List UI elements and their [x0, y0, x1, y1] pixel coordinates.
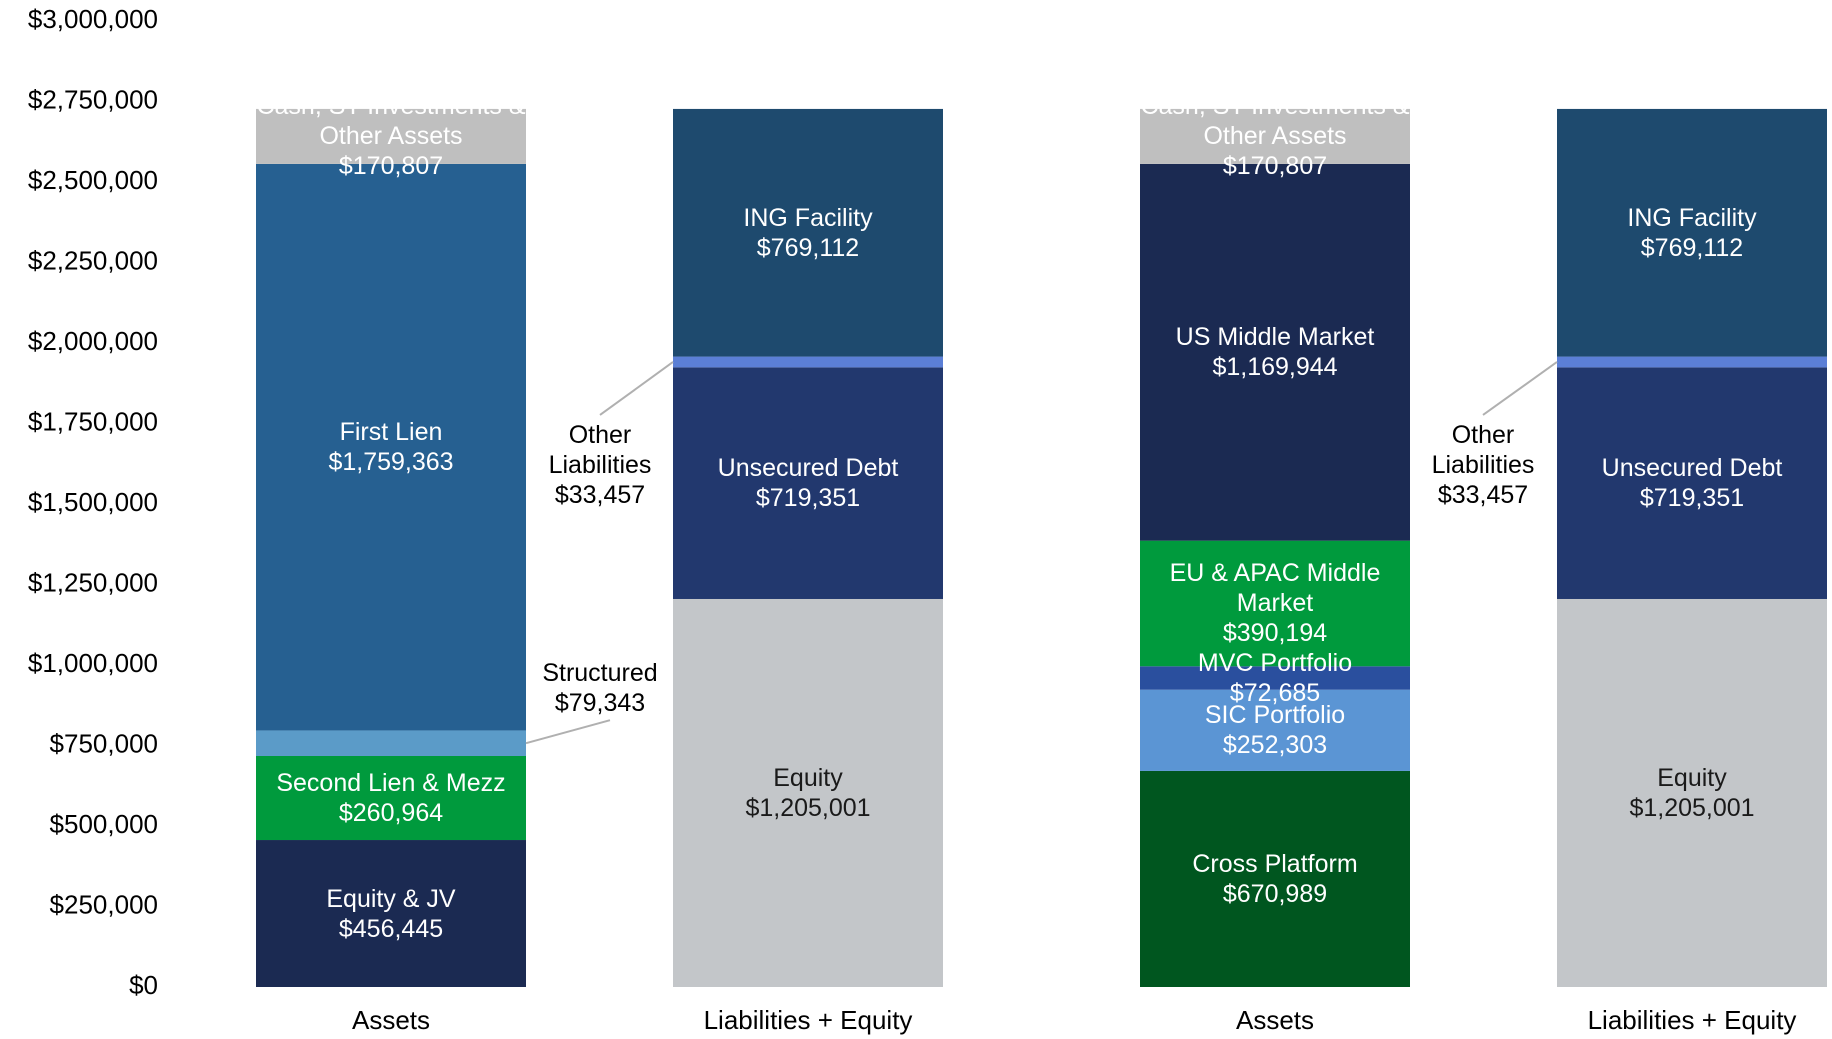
bar-segment — [1140, 540, 1410, 667]
segment-label: Equity $1,205,001 — [1557, 763, 1827, 823]
segment-value: $769,112 — [756, 233, 860, 262]
segment-name: US Middle Market — [1175, 323, 1375, 352]
segment-name: Unsecured Debt — [1601, 454, 1783, 483]
segment-name: MVC Portfolio — [1197, 648, 1353, 677]
segment-value: $769,112 — [1640, 233, 1744, 262]
segment-label: Unsecured Debt $719,351 — [1557, 453, 1827, 513]
bar-segment — [256, 108, 526, 164]
y-tick-label: $2,250,000 — [28, 245, 158, 275]
segment-label: EU & APAC Middle Market $390,194 — [1140, 558, 1410, 648]
y-tick-label: $2,750,000 — [28, 84, 158, 114]
segment-value: $33,457 — [1437, 480, 1529, 509]
callout-label: Other Liabilities $33,457 — [530, 420, 670, 510]
bar-segment — [673, 598, 943, 987]
segment-name: First Lien — [339, 418, 443, 447]
y-tick-label: $1,000,000 — [28, 648, 158, 678]
x-tick-label: Assets — [352, 1005, 430, 1035]
y-tick-label: $500,000 — [50, 809, 158, 839]
callout-label: Structured $79,343 — [530, 658, 670, 718]
bar-segment — [1140, 108, 1410, 164]
x-tick-label: Liabilities + Equity — [704, 1005, 913, 1035]
segment-name: ING Facility — [1627, 203, 1757, 232]
y-tick-label: $3,000,000 — [28, 4, 158, 34]
y-tick-label: $1,750,000 — [28, 406, 158, 436]
segment-value: $390,194 — [1222, 619, 1328, 648]
y-tick-label: $2,500,000 — [28, 165, 158, 195]
segment-label: Second Lien & Mezz $260,964 — [256, 768, 526, 828]
segment-name: Cash, ST Investments & Other Assets — [1140, 92, 1410, 151]
segment-label: Unsecured Debt $719,351 — [673, 453, 943, 513]
x-tick-label: Liabilities + Equity — [1588, 1005, 1797, 1035]
segment-label: ING Facility $769,112 — [673, 203, 943, 263]
segment-value: $1,205,001 — [745, 793, 871, 822]
y-tick-label: $1,250,000 — [28, 567, 158, 597]
segment-name: ING Facility — [743, 203, 873, 232]
segment-name: Equity — [1657, 763, 1727, 792]
y-tick-label: $1,500,000 — [28, 487, 158, 517]
segment-name: Structured — [542, 659, 658, 688]
bar-segment — [256, 840, 526, 987]
segment-label: SIC Portfolio $252,303 — [1140, 700, 1410, 760]
segment-name: EU & APAC Middle Market — [1169, 559, 1381, 618]
segment-value: $33,457 — [554, 480, 646, 509]
segment-label: US Middle Market $1,169,944 — [1140, 322, 1410, 382]
segment-value: $670,989 — [1222, 879, 1328, 908]
segment-label: Cash, ST Investments & Other Assets $170,… — [256, 91, 526, 181]
leader-line — [525, 719, 611, 745]
y-tick-label: $750,000 — [50, 728, 158, 758]
y-tick-label: $0 — [129, 970, 158, 1000]
segment-value: $719,351 — [755, 484, 861, 513]
bar-segment — [673, 367, 943, 599]
bar-segment — [673, 108, 943, 357]
segment-label: ING Facility $769,112 — [1557, 203, 1827, 263]
callout-label: Other Liabilities $33,457 — [1413, 420, 1553, 510]
segment-label: Cash, ST Investments & Other Assets $170,… — [1140, 91, 1410, 181]
segment-label: MVC Portfolio $72,685 — [1140, 648, 1410, 708]
bar-segment — [1557, 108, 1827, 357]
segment-name: Equity — [773, 763, 843, 792]
y-tick-label: $2,000,000 — [28, 326, 158, 356]
bar-segment — [1140, 689, 1410, 771]
segment-name: Other Liabilities — [1431, 420, 1535, 479]
segment-value: $1,759,363 — [328, 448, 454, 477]
segment-name: Other Liabilities — [548, 420, 652, 479]
bar-segment — [1140, 770, 1410, 987]
segment-name: Cross Platform — [1192, 849, 1358, 878]
segment-label: Equity $1,205,001 — [673, 763, 943, 823]
bar-segment — [1140, 666, 1410, 690]
segment-label: Cross Platform $670,989 — [1140, 849, 1410, 909]
x-tick-label: Assets — [1236, 1005, 1314, 1035]
bar-segment — [1140, 163, 1410, 541]
segment-value: $252,303 — [1222, 731, 1328, 760]
segment-label: First Lien $1,759,363 — [256, 417, 526, 477]
bar-segment — [256, 163, 526, 731]
segment-value: $72,685 — [1229, 678, 1321, 707]
segment-value: $170,807 — [1222, 152, 1328, 181]
segment-name: Equity & JV — [326, 884, 456, 913]
segment-value: $1,169,944 — [1212, 353, 1338, 382]
segment-value: $719,351 — [1639, 484, 1745, 513]
segment-name: SIC Portfolio — [1204, 701, 1346, 730]
segment-name: Cash, ST Investments & Other Assets — [256, 92, 526, 151]
bar-segment — [1557, 356, 1827, 368]
segment-value: $456,445 — [338, 914, 444, 943]
segment-value: $260,964 — [338, 799, 444, 827]
segment-name: Unsecured Debt — [717, 454, 899, 483]
segment-value: $1,205,001 — [1629, 793, 1755, 822]
bar-segment — [1557, 598, 1827, 987]
segment-value: $79,343 — [554, 689, 646, 718]
leader-line — [599, 361, 674, 416]
leader-line — [1482, 361, 1558, 416]
bar-segment — [256, 730, 526, 756]
segment-value: $170,807 — [338, 152, 444, 181]
y-tick-label: $250,000 — [50, 889, 158, 919]
bar-segment — [673, 356, 943, 368]
segment-label: Equity & JV $456,445 — [256, 884, 526, 944]
bar-segment — [1557, 367, 1827, 599]
segment-name: Second Lien & Mezz — [276, 769, 506, 797]
bar-segment — [256, 755, 526, 841]
